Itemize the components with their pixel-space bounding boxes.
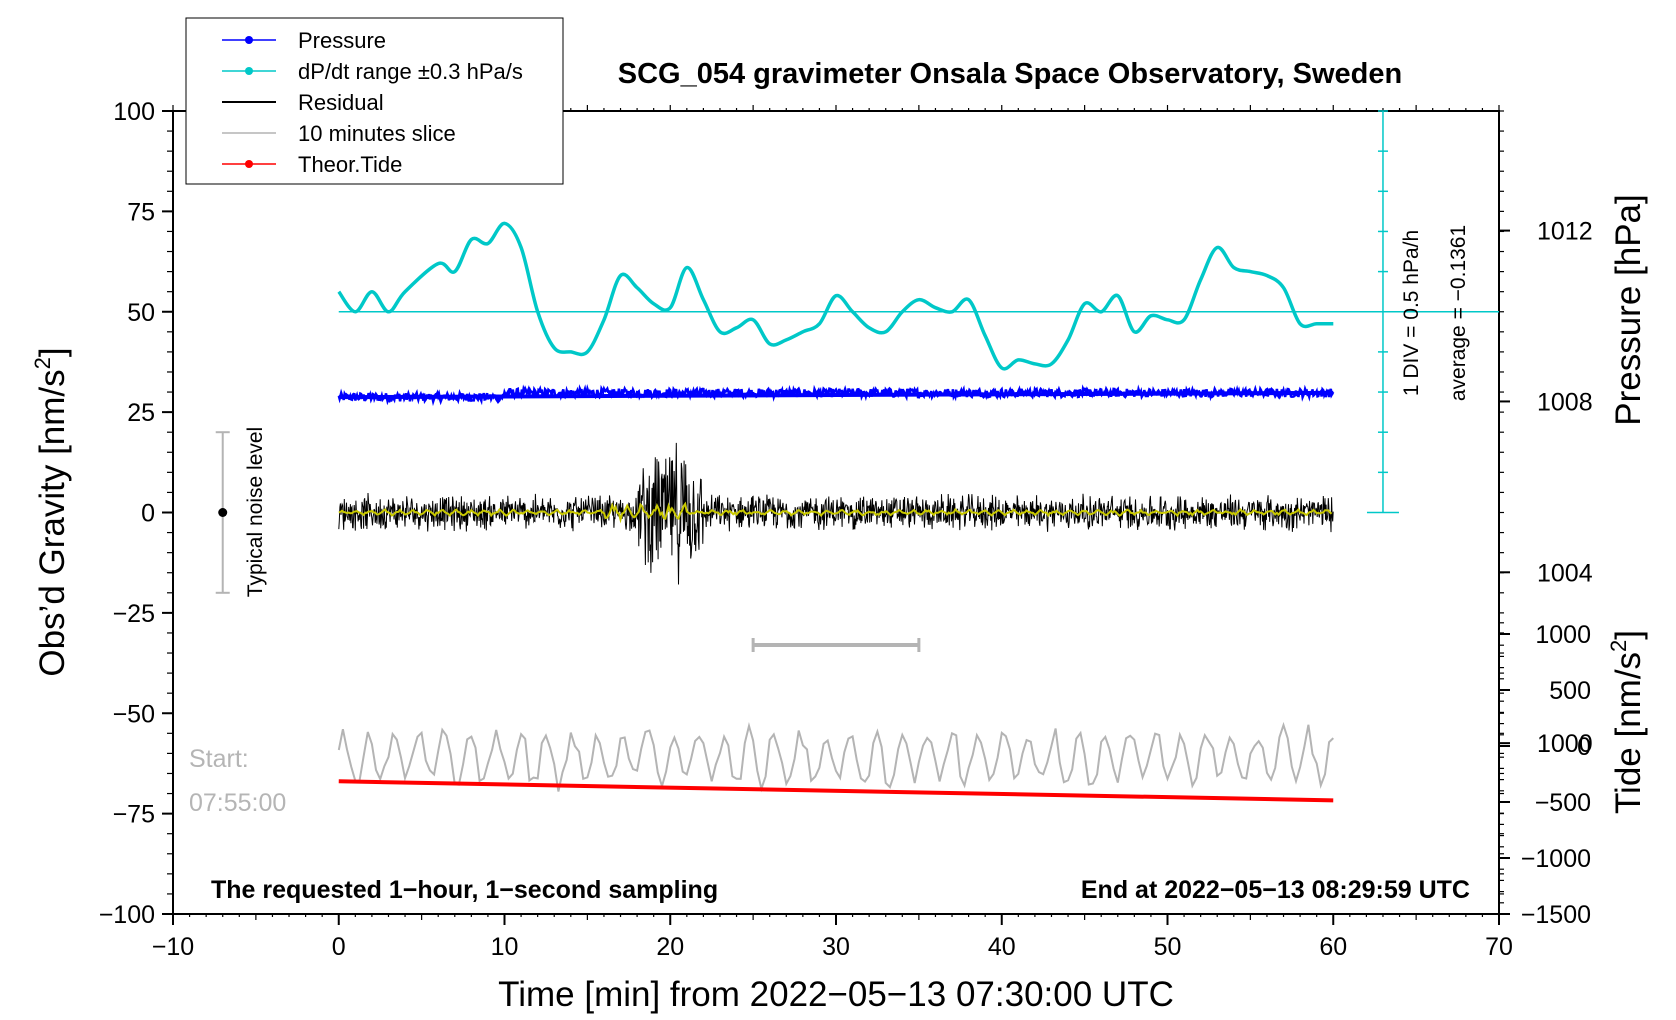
legend-marker xyxy=(245,67,253,75)
dpdt-scale-axis xyxy=(1366,110,1399,514)
y-axis-label-left: Obs’d Gravity [nm/s2] xyxy=(30,347,72,676)
noise-level-indicator: Typical noise level xyxy=(215,427,267,597)
x-tick-label: 60 xyxy=(1319,933,1347,961)
x-tick-label: −10 xyxy=(152,933,194,961)
legend-label: Pressure xyxy=(298,28,386,53)
y-tick-label: 100 xyxy=(113,98,155,126)
end-time-note: End at 2022−05−13 08:29:59 UTC xyxy=(1081,876,1470,904)
x-tick-label: 40 xyxy=(988,933,1016,961)
pressure-scale-note: 1 DIV = 0.5 hPa/h xyxy=(1400,230,1423,396)
pressure-tick-label: 1012 xyxy=(1537,218,1593,246)
x-tick-label: 70 xyxy=(1485,933,1513,961)
x-tick-label: 20 xyxy=(656,933,684,961)
y-tick-label: −50 xyxy=(113,700,155,728)
y-tick-label: 25 xyxy=(127,399,155,427)
slice-bar xyxy=(751,637,921,652)
legend-label: dP/dt range ±0.3 hPa/s xyxy=(298,59,523,84)
x-tick-label: 0 xyxy=(332,933,346,961)
start-time: 07:55:00 xyxy=(189,789,286,817)
y-tick-label: −75 xyxy=(113,801,155,829)
tide-tick-label: −1000 xyxy=(1521,845,1591,873)
y-tick-label: −25 xyxy=(113,600,155,628)
start-label: Start: xyxy=(189,745,249,773)
x-tick-label: 50 xyxy=(1154,933,1182,961)
legend-label: Theor.Tide xyxy=(298,152,402,177)
pressure-tick-label: 1008 xyxy=(1537,388,1593,416)
pressure-axis-ticks: 1000 1004 1008 1012 xyxy=(1499,218,1593,758)
tide-line xyxy=(338,779,1334,803)
y-axis-label-tide: Tide [nm/s2] xyxy=(1606,630,1648,814)
tide-tick-label: 500 xyxy=(1549,677,1591,705)
pressure-tick-label: 1000 xyxy=(1537,730,1593,758)
sampling-note: The requested 1−hour, 1−second sampling xyxy=(211,876,718,904)
legend-marker xyxy=(245,160,253,168)
tide-axis-ticks: −1500 −1000 −500 0 500 1000 xyxy=(1499,621,1591,929)
pressure-tick-label: 1004 xyxy=(1537,559,1593,587)
legend-label: 10 minutes slice xyxy=(298,121,456,146)
tide-tick-label: −500 xyxy=(1535,789,1591,817)
x-tick-label: 10 xyxy=(491,933,519,961)
x-axis-label: Time [min] from 2022−05−13 07:30:00 UTC xyxy=(498,975,1174,1014)
legend-label: Residual xyxy=(298,90,384,115)
dpdt-line xyxy=(337,221,1334,371)
y-axis-label-pressure: Pressure [hPa] xyxy=(1609,194,1648,426)
y-tick-label: −100 xyxy=(99,901,155,929)
chart-title: SCG_054 gravimeter Onsala Space Observat… xyxy=(618,58,1402,90)
slice-line xyxy=(337,721,1334,793)
x-axis-ticks: −10 0 10 20 30 40 50 60 70 xyxy=(152,914,1513,961)
tide-tick-label: −1500 xyxy=(1521,901,1591,929)
residual-smoothed-line xyxy=(338,501,1333,524)
series-layer xyxy=(337,221,1499,803)
noise-level-label: Typical noise level xyxy=(244,427,267,597)
legend-marker xyxy=(245,36,253,44)
residual-line xyxy=(338,442,1334,585)
y-tick-label: 50 xyxy=(127,299,155,327)
legend: Pressure dP/dt range ±0.3 hPa/s Residual 10… xyxy=(185,17,564,185)
pressure-core-line xyxy=(338,390,1334,400)
tide-tick-label: 1000 xyxy=(1535,621,1591,649)
y-tick-label: 0 xyxy=(141,500,155,528)
tide-tick-label: 0 xyxy=(1577,733,1591,761)
right-axis-minor-ticks xyxy=(1499,110,1504,915)
x-tick-label: 30 xyxy=(822,933,850,961)
pressure-average-note: average = −0.1361 xyxy=(1447,225,1470,401)
y-tick-label: 75 xyxy=(127,198,155,226)
y-axis-ticks: −100 −75 −50 −25 0 25 50 75 100 xyxy=(99,98,173,929)
